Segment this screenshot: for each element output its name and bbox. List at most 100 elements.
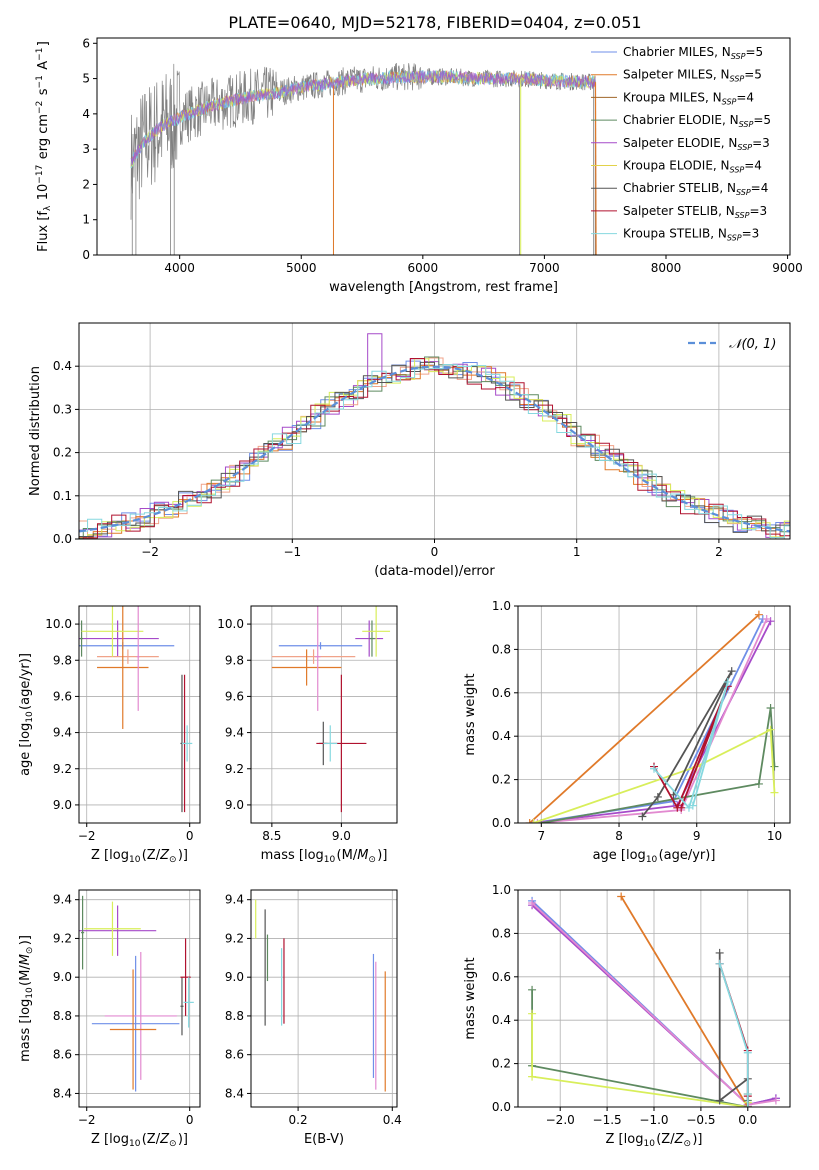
x-tick-label: 7 (537, 829, 545, 843)
y-tick-label: 0.4 (492, 729, 511, 743)
x-axis-label: E(B-V) (304, 1132, 344, 1147)
mass-weight-line (653, 681, 729, 810)
y-tick-label: 0.4 (53, 359, 72, 373)
y-tick-label: 4 (82, 107, 90, 121)
plot-area-1 (79, 333, 790, 539)
y-tick-label: 9.2 (225, 762, 244, 776)
mass-weight-marker (770, 788, 779, 797)
x-tick-label: 8000 (651, 261, 682, 275)
mass-weight-marker (727, 667, 736, 676)
axes-frame (96, 37, 791, 256)
y-tick-label: 9.8 (53, 653, 72, 667)
legend-label: Kroupa ELODIE, NSSP=4 (623, 159, 762, 175)
axes-frame (250, 605, 398, 824)
x-axis-label: (data-model)/error (374, 564, 495, 579)
y-tick-label: 0.6 (492, 686, 511, 700)
x-axis-label: wavelength [Angstrom, rest frame] (329, 280, 558, 295)
mass-weight-marker (743, 1048, 752, 1057)
y-axis-label: mass weight (463, 957, 478, 1039)
x-tick-label: 1 (573, 545, 581, 559)
frame-6: 0.2 0.4 8.4 8.6 8.8 9.0 9.2 9.4 E(B-V) (225, 889, 402, 1147)
y-tick-label: 0.6 (492, 970, 511, 984)
frame-2: −2 0 9.0 9.2 9.4 9.6 9.8 10.0 Z [log10 (Z/Z⊙ )] a… (18, 605, 201, 865)
y-tick-label: 8.6 (53, 1048, 72, 1062)
mass-weight-line (529, 614, 760, 823)
x-axis-label: Z [log10 (Z/Z⊙ )] (91, 1132, 188, 1149)
x-tick-label: −2 (141, 545, 159, 559)
x-tick-label: 0.2 (289, 1113, 308, 1127)
y-tick-label: 9.8 (225, 653, 244, 667)
panel-2: −2 0 9.0 9.2 9.4 9.6 9.8 10.0 Z [log10 (Z/Z⊙ )] a… (18, 605, 201, 865)
legend-label: Chabrier ELODIE, NSSP=5 (623, 113, 771, 129)
y-tick-label: 1.0 (492, 599, 511, 613)
y-tick-label: 10.0 (45, 617, 72, 631)
frame-7: −2.0 −1.5 −1.0 −0.5 0.0 0.0 0.2 0.4 0.6 0.8 1.0 Z [… (463, 883, 791, 1149)
mass-weight-marker (770, 762, 779, 771)
y-tick-label: 9.6 (225, 689, 244, 703)
y-axis-label: Flux [fλ 10−17 erg cm−2 s−1 A−1 ] (35, 41, 53, 252)
mass-weight-marker (533, 819, 542, 823)
mass-weight-marker (525, 819, 534, 823)
panel-4: 7 8 9 10 0.0 0.2 0.4 0.6 0.8 1.0 age [log10 (age/y… (463, 599, 791, 865)
y-tick-label: 0 (82, 248, 90, 262)
mass-weight-line (641, 670, 733, 818)
y-axis-label: Normed distribution (28, 366, 43, 496)
mass-weight-marker (650, 764, 658, 773)
mass-weight-marker (766, 617, 775, 626)
legend-label: Salpeter MILES, NSSP=5 (623, 68, 762, 84)
y-tick-label: 9.4 (225, 893, 244, 907)
x-tick-label: 2 (715, 545, 723, 559)
y-tick-label: 10.0 (217, 617, 244, 631)
x-tick-label: 10 (767, 829, 782, 843)
x-axis-label: Z [log10 (Z/Z⊙ )] (606, 1132, 703, 1149)
y-tick-label: 9.4 (225, 726, 244, 740)
y-tick-label: 0.4 (492, 1013, 511, 1027)
spectrum-title: PLATE=0640, MJD=52178, FIBERID=0404, z=0… (228, 13, 641, 32)
mass-weight-marker (617, 892, 626, 901)
y-tick-label: 9.0 (53, 798, 72, 812)
y-tick-label: 0.0 (492, 816, 511, 830)
y-tick-label: 8.4 (53, 1086, 72, 1100)
y-tick-label: 8.6 (225, 1048, 244, 1062)
mass-weight-marker (715, 948, 724, 957)
legend-label: Kroupa STELIB, NSSP=3 (623, 227, 759, 243)
mass-weight-marker (723, 677, 732, 686)
x-tick-label: 0.0 (738, 1113, 757, 1127)
mass-weight-marker (743, 1103, 752, 1107)
x-tick-label: 0 (431, 545, 439, 559)
y-tick-label: 2 (82, 177, 90, 191)
x-tick-label: 4000 (164, 261, 195, 275)
y-tick-label: 9.2 (53, 931, 72, 945)
y-tick-label: 5 (82, 72, 90, 86)
mass-weight-line (541, 707, 776, 823)
panel-6: 0.2 0.4 8.4 8.6 8.8 9.0 9.2 9.4 E(B-V) (225, 889, 402, 1147)
x-tick-label: −1 (283, 545, 301, 559)
x-axis-label: Z [log10 (Z/Z⊙ )] (91, 848, 188, 865)
mass-weight-marker (529, 819, 538, 823)
mass-weight-marker (677, 803, 686, 812)
normal-reference-curve (79, 365, 790, 533)
y-tick-label: 9.2 (225, 931, 244, 945)
residual-histogram-step (79, 364, 790, 539)
model-spectrum-line (130, 69, 596, 165)
y-tick-label: 0.2 (492, 773, 511, 787)
mass-weight-marker (653, 792, 662, 801)
y-axis-label: mass [log10 (M/M⊙ )] (18, 935, 35, 1062)
y-tick-label: 9.4 (53, 726, 72, 740)
y-tick-label: 9.6 (53, 689, 72, 703)
x-tick-label: 8 (615, 829, 623, 843)
spectrum-legend: Chabrier MILES, NSSP=5 Salpeter MILES, NS… (591, 45, 771, 243)
mass-weight-line (533, 728, 776, 823)
plot-area-6 (255, 899, 386, 1092)
x-tick-label: 7000 (529, 261, 560, 275)
y-tick-label: 8.8 (53, 1009, 72, 1023)
axes-frame (78, 605, 201, 824)
x-axis-label: mass [log10 (M/M⊙ )] (261, 848, 388, 865)
mass-weight-marker (638, 812, 647, 821)
x-tick-label: 5000 (286, 261, 317, 275)
mass-weight-marker (771, 1096, 780, 1105)
plot-area-3 (271, 606, 391, 813)
residual-histogram-step (79, 358, 790, 539)
mass-weight-line (718, 963, 749, 1107)
panels-group: 4000 5000 6000 7000 8000 90000123456wavelengt… (18, 36, 803, 1149)
